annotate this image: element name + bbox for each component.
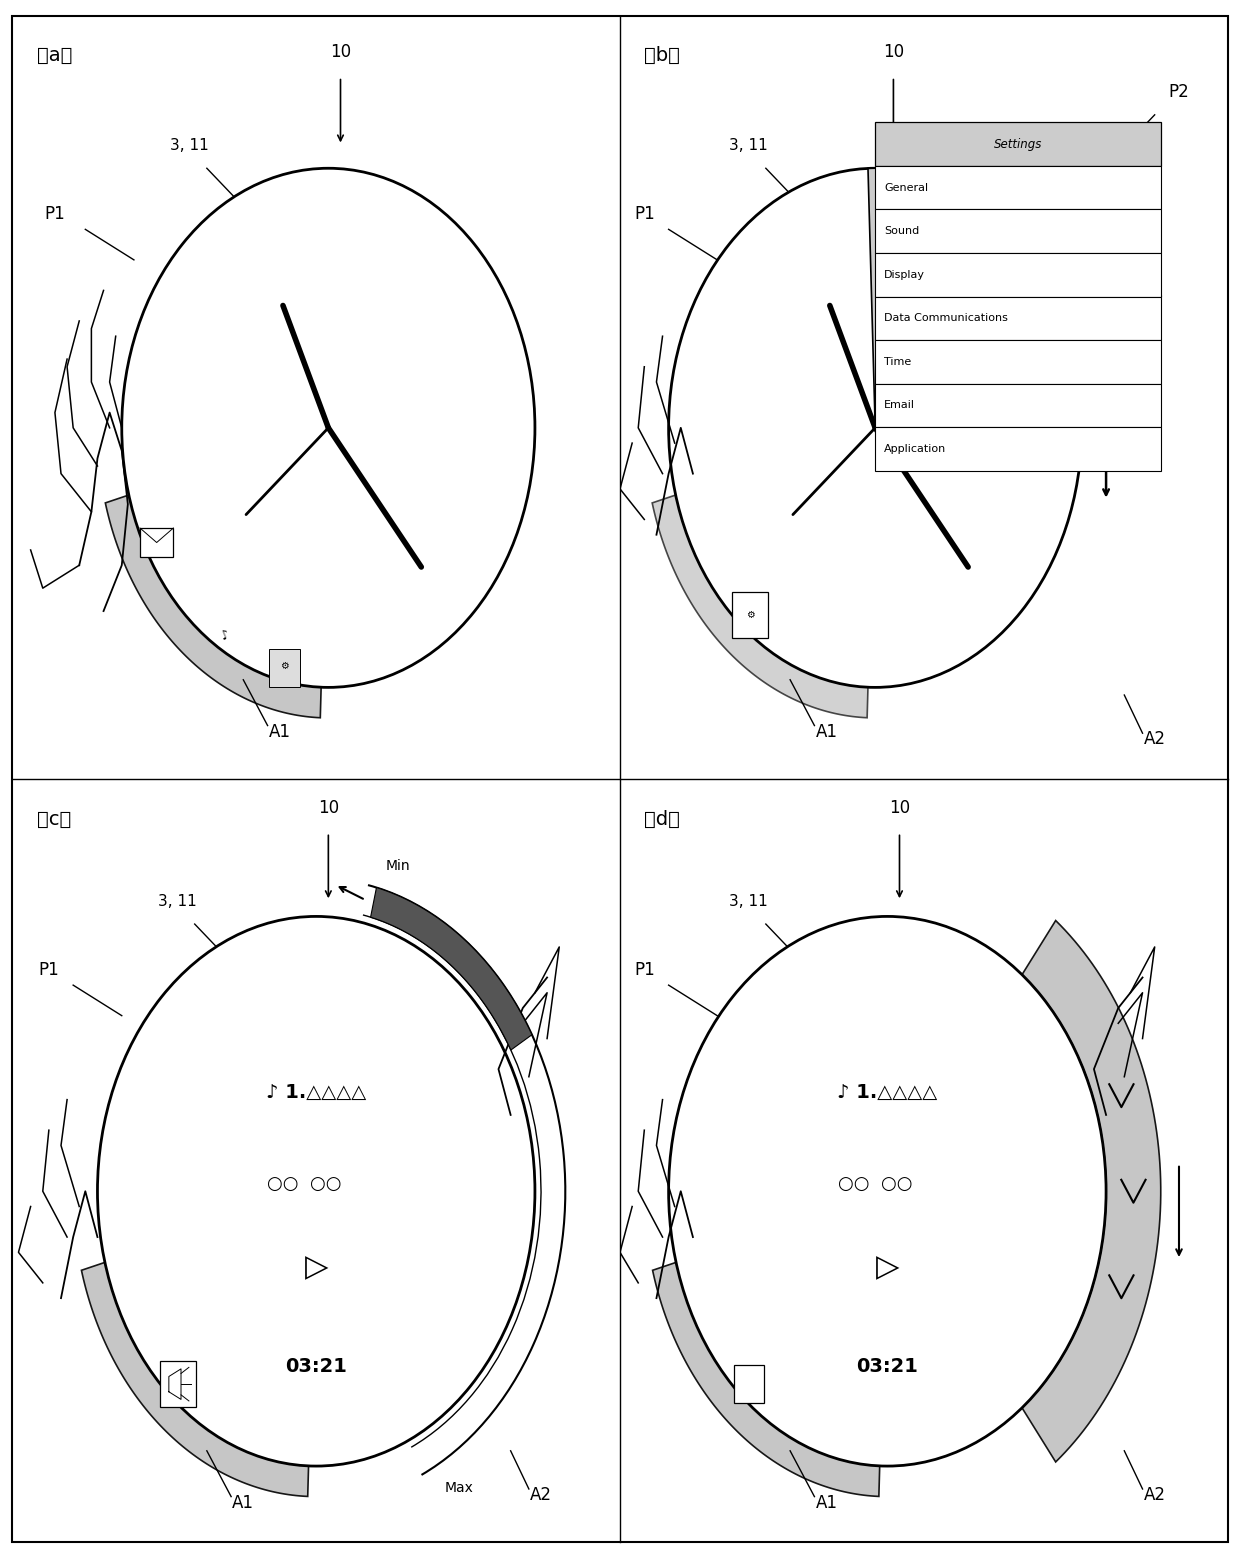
Text: Min: Min <box>386 858 410 872</box>
Text: A2: A2 <box>1143 731 1166 748</box>
Text: ▷: ▷ <box>875 1253 899 1282</box>
Polygon shape <box>1022 921 1161 1461</box>
Text: 10: 10 <box>317 799 339 818</box>
Text: A2: A2 <box>529 1486 552 1505</box>
Bar <box>875 296 1161 340</box>
Bar <box>160 1362 196 1407</box>
Text: Display: Display <box>884 270 925 280</box>
Text: （c）: （c） <box>37 810 71 829</box>
Text: 10: 10 <box>889 799 910 818</box>
Circle shape <box>668 168 1081 687</box>
Text: P2: P2 <box>1168 83 1189 101</box>
Bar <box>875 427 1161 471</box>
Text: A1: A1 <box>232 1494 254 1511</box>
Text: （a）: （a） <box>37 47 72 65</box>
Text: （d）: （d） <box>645 810 681 829</box>
Polygon shape <box>652 1248 882 1496</box>
Text: P1: P1 <box>38 961 60 978</box>
Text: 03:21: 03:21 <box>857 1357 919 1376</box>
Text: A1: A1 <box>816 1494 837 1511</box>
Polygon shape <box>652 481 869 718</box>
Text: 10: 10 <box>883 44 904 61</box>
Text: A1: A1 <box>269 723 290 742</box>
Text: P1: P1 <box>634 206 655 223</box>
Text: ○○  ○○: ○○ ○○ <box>838 1175 913 1192</box>
Text: 03:21: 03:21 <box>285 1357 347 1376</box>
Text: 10: 10 <box>330 44 351 61</box>
Text: General: General <box>884 182 929 193</box>
Text: 3, 11: 3, 11 <box>729 894 768 908</box>
Text: A2: A2 <box>1143 1486 1166 1505</box>
Text: ⚙: ⚙ <box>280 661 289 671</box>
Bar <box>875 123 1161 167</box>
Text: Time: Time <box>884 357 911 366</box>
Bar <box>732 592 769 637</box>
Bar <box>140 528 174 558</box>
Text: Application: Application <box>884 444 946 453</box>
Text: ♪ 1.△△△△: ♪ 1.△△△△ <box>267 1083 366 1102</box>
Text: ♪ 1.△△△△: ♪ 1.△△△△ <box>837 1083 937 1102</box>
Bar <box>875 209 1161 252</box>
Bar <box>734 1365 764 1404</box>
Polygon shape <box>105 481 322 718</box>
Bar <box>875 340 1161 383</box>
Bar <box>269 650 300 687</box>
Text: A1: A1 <box>816 723 837 742</box>
Text: P1: P1 <box>634 961 655 978</box>
Text: Data Communications: Data Communications <box>884 313 1008 323</box>
Circle shape <box>98 916 534 1466</box>
Text: ▷: ▷ <box>305 1253 327 1282</box>
Wedge shape <box>868 168 1054 428</box>
Bar <box>875 167 1161 209</box>
Text: 3, 11: 3, 11 <box>170 139 210 153</box>
Circle shape <box>122 168 534 687</box>
Bar <box>875 252 1161 296</box>
Bar <box>875 383 1161 427</box>
Text: Settings: Settings <box>993 137 1042 151</box>
Text: P1: P1 <box>45 206 66 223</box>
Text: ○○  ○○: ○○ ○○ <box>267 1175 341 1192</box>
Text: ⚙: ⚙ <box>745 611 755 620</box>
Polygon shape <box>371 888 532 1050</box>
Text: ♪: ♪ <box>219 628 232 642</box>
Text: （b）: （b） <box>645 47 681 65</box>
Text: 3, 11: 3, 11 <box>159 894 197 908</box>
Polygon shape <box>82 1248 310 1496</box>
Text: Email: Email <box>884 400 915 410</box>
Circle shape <box>668 916 1106 1466</box>
Text: Max: Max <box>445 1482 474 1496</box>
Text: 3, 11: 3, 11 <box>729 139 768 153</box>
Text: Sound: Sound <box>884 226 920 237</box>
